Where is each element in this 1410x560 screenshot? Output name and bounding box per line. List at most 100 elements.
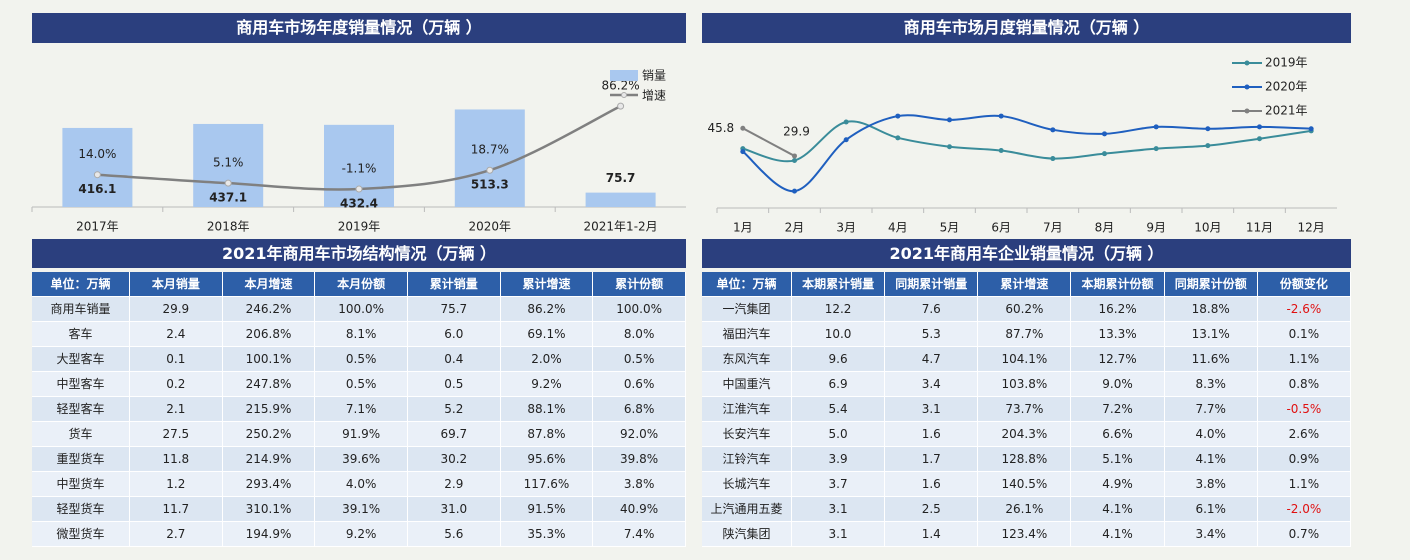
table-cell: 9.2% xyxy=(500,372,594,397)
table-cell: 117.6% xyxy=(500,472,594,497)
table-cell: 0.8% xyxy=(1257,372,1351,397)
line-marker xyxy=(792,157,797,163)
table-cell: 194.9% xyxy=(222,522,316,547)
line-marker xyxy=(843,137,849,143)
table-cell: 0.9% xyxy=(1257,447,1351,472)
table-title: 2021年商用车市场结构情况（万辆 ） xyxy=(32,239,686,268)
line-marker xyxy=(617,102,625,110)
table-cell: 69.7 xyxy=(407,422,501,447)
table-cell: 轻型货车 xyxy=(32,497,130,522)
bar xyxy=(585,192,656,207)
table-cell: 29.9 xyxy=(130,297,223,322)
table-cell: 91.9% xyxy=(315,422,408,447)
legend-label: 增速 xyxy=(642,89,666,103)
table-cell: 2.7 xyxy=(130,522,223,547)
legend-swatch xyxy=(1244,108,1250,114)
table-cell: 4.0% xyxy=(315,472,408,497)
line-marker xyxy=(1050,127,1056,133)
bar-label: 416.1 xyxy=(78,182,116,196)
table-cell: 123.4% xyxy=(978,522,1072,547)
table-cell: 75.7 xyxy=(407,297,501,322)
table-cell: 100.1% xyxy=(222,347,316,372)
table-cell: 39.6% xyxy=(315,447,408,472)
x-tick-label: 2017年 xyxy=(76,220,119,234)
table-cell: 轻型客车 xyxy=(32,397,130,422)
table-cell: 310.1% xyxy=(222,497,316,522)
legend-label: 2021年 xyxy=(1265,104,1308,118)
table-cell: 7.7% xyxy=(1164,397,1258,422)
table-cell: 0.2 xyxy=(130,372,223,397)
table-cell: 7.2% xyxy=(1071,397,1165,422)
x-tick-label: 5月 xyxy=(940,221,960,235)
line-marker xyxy=(843,119,849,125)
x-tick-label: 3月 xyxy=(836,221,856,235)
table-header-cell: 本期累计销量 xyxy=(792,272,886,297)
bar-label: 437.1 xyxy=(209,191,247,205)
line-marker xyxy=(792,188,797,194)
bar-label: 432.4 xyxy=(340,197,378,211)
table-cell: 上汽通用五菱 xyxy=(702,497,792,522)
line-marker xyxy=(895,113,901,119)
table-title: 2021年商用车企业销量情况（万辆 ） xyxy=(702,239,1351,268)
legend-swatch xyxy=(610,70,638,81)
table-cell: 60.2% xyxy=(978,297,1072,322)
line-marker xyxy=(1102,131,1107,137)
line-label: -1.1% xyxy=(342,162,377,176)
line-label: 18.7% xyxy=(471,143,509,157)
table-cell: 6.8% xyxy=(593,397,686,422)
table-cell: 8.0% xyxy=(593,322,686,347)
table-cell: 39.8% xyxy=(593,447,686,472)
table-cell: 5.4 xyxy=(792,397,886,422)
table-cell: 206.8% xyxy=(222,322,316,347)
table-cell: 3.1 xyxy=(792,522,886,547)
x-tick-label: 2018年 xyxy=(207,220,250,234)
x-tick-label: 10月 xyxy=(1194,221,1221,235)
table-cell: 0.5% xyxy=(315,347,408,372)
table-cell: 7.4% xyxy=(593,522,686,547)
table-cell: 8.1% xyxy=(315,322,408,347)
line-marker xyxy=(1205,143,1211,149)
line-marker xyxy=(1257,136,1262,142)
table-cell: 5.1% xyxy=(1071,447,1165,472)
table-cell: 微型货车 xyxy=(32,522,130,547)
table-cell: 12.2 xyxy=(792,297,886,322)
table-cell: 128.8% xyxy=(978,447,1072,472)
table-cell: 30.2 xyxy=(407,447,501,472)
table-cell: 103.8% xyxy=(978,372,1072,397)
table-cell: 5.0 xyxy=(792,422,886,447)
table-cell: 货车 xyxy=(32,422,130,447)
table-cell: 31.0 xyxy=(407,497,501,522)
bar-label: 75.7 xyxy=(606,171,636,185)
x-tick-label: 2月 xyxy=(785,221,805,235)
x-tick-label: 8月 xyxy=(1095,221,1115,235)
table-cell: -2.0% xyxy=(1257,497,1351,522)
table-cell: 1.2 xyxy=(130,472,223,497)
table-cell: 1.7 xyxy=(885,447,979,472)
line-marker xyxy=(1257,124,1262,130)
line-marker xyxy=(740,125,746,131)
table-cell: 0.6% xyxy=(593,372,686,397)
line-label: 86.2% xyxy=(602,79,640,93)
line-marker xyxy=(1050,156,1056,162)
table-cell: 246.2% xyxy=(222,297,316,322)
table-cell: 2.1 xyxy=(130,397,223,422)
table-header-cell: 同期累计份额 xyxy=(1164,272,1258,297)
table-cell: 9.2% xyxy=(315,522,408,547)
table-cell: 13.1% xyxy=(1164,322,1258,347)
table-cell: 2.0% xyxy=(500,347,594,372)
chart-title: 商用车市场月度销量情况（万辆 ） xyxy=(702,13,1351,43)
bar-label: 513.3 xyxy=(471,178,509,192)
table-cell: 35.3% xyxy=(500,522,594,547)
legend-label: 销量 xyxy=(642,69,666,83)
table-cell: 12.7% xyxy=(1071,347,1165,372)
table-cell: 9.6 xyxy=(792,347,886,372)
table-header-cell: 单位：万辆 xyxy=(32,272,130,297)
table-cell: 2.4 xyxy=(130,322,223,347)
table-cell: 4.1% xyxy=(1071,497,1165,522)
line-label: 14.0% xyxy=(78,147,116,161)
table-cell: 4.0% xyxy=(1164,422,1258,447)
table-cell: 3.8% xyxy=(1164,472,1258,497)
line-marker xyxy=(1153,124,1159,130)
